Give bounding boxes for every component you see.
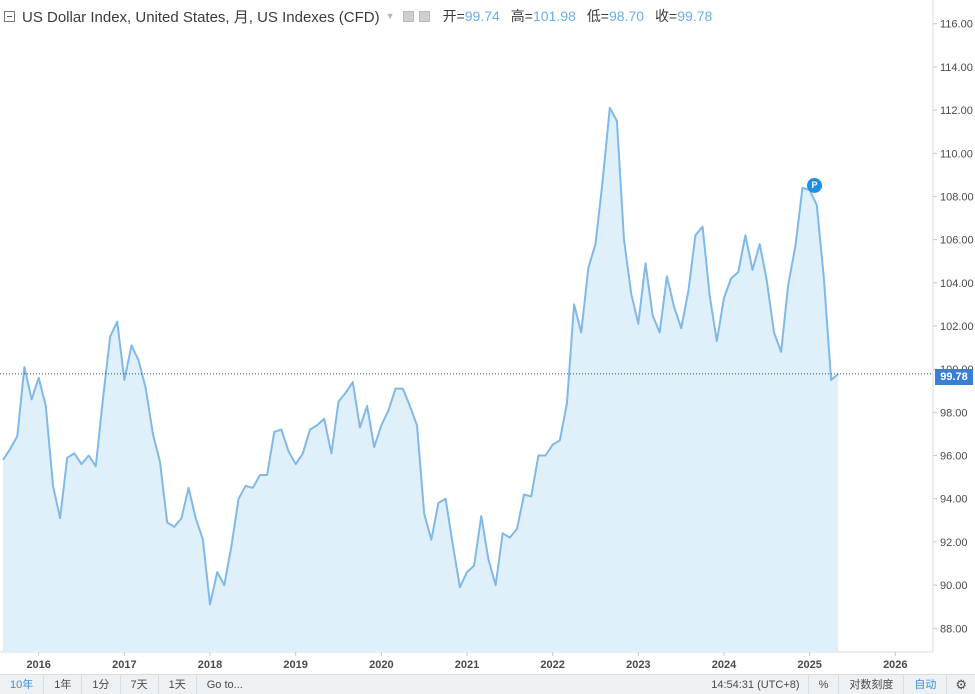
x-tick-label: 2024 (712, 659, 737, 671)
low-value: 98.70 (609, 8, 645, 24)
settings-small-icon[interactable] (418, 10, 430, 22)
open-label: 开= (442, 8, 465, 24)
x-tick-label: 2018 (198, 659, 222, 671)
x-tick-label: 2016 (26, 659, 50, 671)
y-tick-label: 106.00 (940, 235, 974, 247)
ohlc-values: 开=99.74 高=101.98 低=98.70 收=99.78 (443, 6, 713, 26)
y-tick-label: 94.00 (940, 494, 968, 506)
y-tick-label: 110.00 (940, 148, 973, 160)
series-title: US Dollar Index, United States, 月, US In… (22, 8, 380, 26)
price-chart[interactable]: 88.0090.0092.0094.0096.0098.00100.00102.… (0, 0, 975, 674)
range-10y-button[interactable]: 10年 (0, 674, 45, 694)
close-item: 收=99.78 (655, 6, 712, 26)
y-tick-label: 116.00 (940, 19, 973, 31)
y-tick-label: 108.00 (940, 191, 974, 203)
bottom-toolbar: 10年 1年 1分 7天 1天 Go to... 14:54:31 (UTC+8… (0, 674, 975, 694)
auto-scale-toggle[interactable]: 自动 (904, 674, 948, 694)
y-tick-label: 112.00 (940, 105, 973, 117)
series-legend: US Dollar Index, United States, 月, US In… (4, 6, 712, 26)
log-scale-toggle[interactable]: 对数刻度 (839, 674, 905, 694)
chevron-down-icon[interactable]: ▼ (385, 11, 395, 21)
area-fill (3, 107, 839, 652)
open-value: 99.74 (464, 8, 500, 24)
close-value: 99.78 (677, 8, 713, 24)
x-tick-label: 2017 (112, 659, 136, 671)
high-value: 101.98 (532, 8, 576, 24)
y-tick-label: 104.00 (940, 278, 974, 290)
y-tick-label: 90.00 (940, 580, 968, 592)
x-tick-label: 2025 (797, 659, 821, 671)
collapse-icon[interactable] (4, 10, 15, 22)
x-tick-label: 2022 (540, 659, 564, 671)
y-tick-label: 102.00 (940, 321, 974, 333)
x-tick-label: 2019 (283, 659, 307, 671)
goto-button[interactable]: Go to... (206, 678, 243, 691)
x-axis-ticks: 2016 2017 2018 2019 2020 2021 2022 2023 2024 2025… (26, 652, 908, 671)
gear-icon[interactable]: ⚙ (955, 676, 967, 692)
x-tick-label: 2021 (455, 659, 479, 671)
last-price-tag: 99.78 (935, 369, 973, 385)
range-1y-button[interactable]: 1年 (44, 674, 83, 694)
high-item: 高=101.98 (511, 6, 576, 26)
range-7d-button[interactable]: 7天 (121, 674, 159, 694)
low-item: 低=98.70 (587, 6, 644, 26)
x-tick-label: 2026 (883, 659, 907, 671)
percent-toggle[interactable]: % (809, 674, 840, 694)
chart-area[interactable]: 88.0090.0092.0094.0096.0098.00100.00102.… (0, 0, 975, 674)
y-tick-label: 88.00 (940, 623, 968, 635)
range-1m-button[interactable]: 1分 (82, 674, 121, 694)
series-line (2, 106, 839, 606)
x-tick-label: 2020 (369, 659, 393, 671)
y-axis-ticks: 88.0090.0092.0094.0096.0098.00100.00102.… (940, 19, 974, 636)
y-tick-label: 114.00 (940, 62, 973, 74)
y-tick-label: 98.00 (940, 407, 968, 419)
high-label: 高= (510, 8, 533, 24)
visibility-icon[interactable] (402, 10, 414, 22)
y-tick-label: 96.00 (940, 451, 968, 463)
clock-display: 14:54:31 (UTC+8) (703, 674, 809, 694)
range-1d-button[interactable]: 1天 (159, 674, 197, 694)
p-marker-icon[interactable]: P (807, 178, 822, 193)
open-item: 开=99.74 (443, 6, 500, 26)
close-label: 收= (655, 8, 678, 24)
y-axis-grid (933, 23, 937, 629)
low-label: 低= (586, 8, 609, 24)
x-tick-label: 2023 (626, 659, 650, 671)
y-tick-label: 92.00 (940, 537, 968, 549)
